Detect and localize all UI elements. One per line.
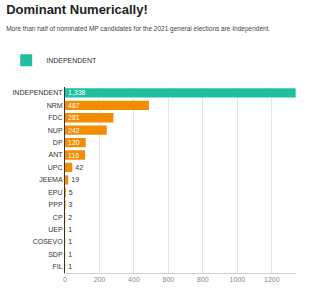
- svg-text:19: 19: [71, 176, 79, 183]
- svg-text:42: 42: [75, 164, 83, 171]
- svg-text:116: 116: [68, 152, 79, 159]
- svg-text:1000: 1000: [230, 276, 246, 283]
- svg-text:1: 1: [68, 226, 72, 233]
- svg-text:800: 800: [197, 276, 209, 283]
- svg-text:Dominant Numerically!: Dominant Numerically!: [6, 2, 148, 17]
- svg-text:487: 487: [68, 102, 80, 109]
- svg-text:600: 600: [163, 276, 175, 283]
- svg-text:0: 0: [63, 276, 67, 283]
- svg-text:NUP: NUP: [48, 127, 63, 134]
- svg-text:1: 1: [68, 263, 72, 270]
- svg-text:1: 1: [68, 251, 72, 258]
- svg-text:JEEMA: JEEMA: [39, 176, 63, 183]
- svg-text:DP: DP: [53, 139, 63, 146]
- svg-text:FIL: FIL: [52, 263, 62, 270]
- svg-text:NRM: NRM: [47, 102, 63, 109]
- svg-text:UEP: UEP: [48, 226, 63, 233]
- svg-text:INDEPENDENT: INDEPENDENT: [46, 57, 97, 64]
- svg-text:1,338: 1,338: [68, 89, 86, 96]
- svg-text:1200: 1200: [264, 276, 280, 283]
- svg-text:3: 3: [69, 201, 73, 208]
- svg-text:SDP: SDP: [48, 251, 63, 258]
- svg-text:400: 400: [128, 276, 140, 283]
- svg-text:UPC: UPC: [48, 164, 63, 171]
- svg-text:EPU: EPU: [48, 189, 62, 196]
- svg-text:ANT: ANT: [49, 151, 64, 158]
- svg-text:200: 200: [94, 276, 106, 283]
- svg-text:CP: CP: [53, 214, 63, 221]
- svg-text:2: 2: [68, 214, 72, 221]
- svg-text:281: 281: [68, 114, 80, 121]
- svg-text:120: 120: [68, 139, 80, 146]
- svg-text:242: 242: [68, 127, 80, 134]
- svg-text:1: 1: [68, 238, 72, 245]
- svg-text:5: 5: [69, 189, 73, 196]
- svg-text:INDEPENDENT: INDEPENDENT: [12, 89, 63, 96]
- svg-text:More than half of nominated MP: More than half of nominated MP candidate…: [6, 25, 270, 33]
- svg-text:PPP: PPP: [49, 201, 63, 208]
- svg-text:COSEVO: COSEVO: [33, 238, 64, 245]
- svg-text:FDC: FDC: [48, 114, 62, 121]
